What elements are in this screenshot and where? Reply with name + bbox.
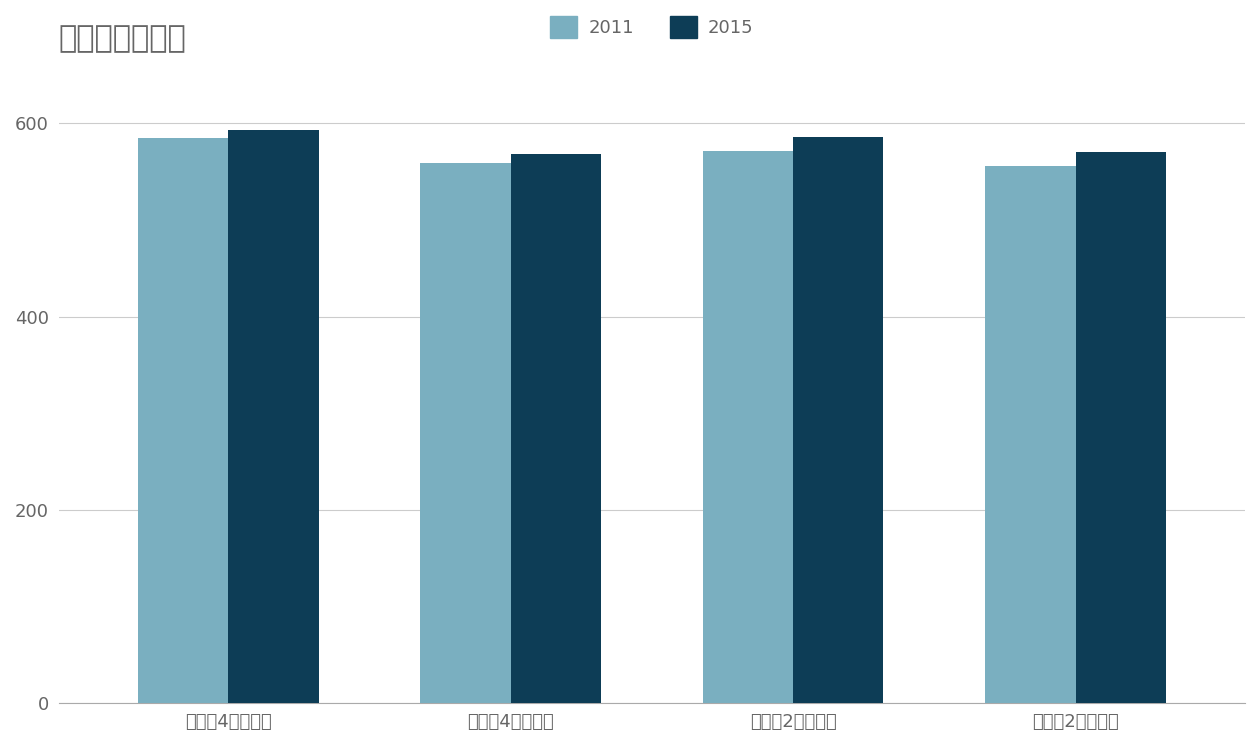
Bar xyxy=(137,138,228,703)
Legend: 2011, 2015: 2011, 2015 xyxy=(543,8,761,45)
Bar xyxy=(510,154,601,703)
Text: 平均得点の推移: 平均得点の推移 xyxy=(59,24,186,53)
Bar xyxy=(985,166,1076,703)
Bar xyxy=(793,137,883,703)
Bar xyxy=(703,151,793,703)
Bar xyxy=(1076,152,1166,703)
Bar xyxy=(228,130,319,703)
Bar xyxy=(421,163,510,703)
